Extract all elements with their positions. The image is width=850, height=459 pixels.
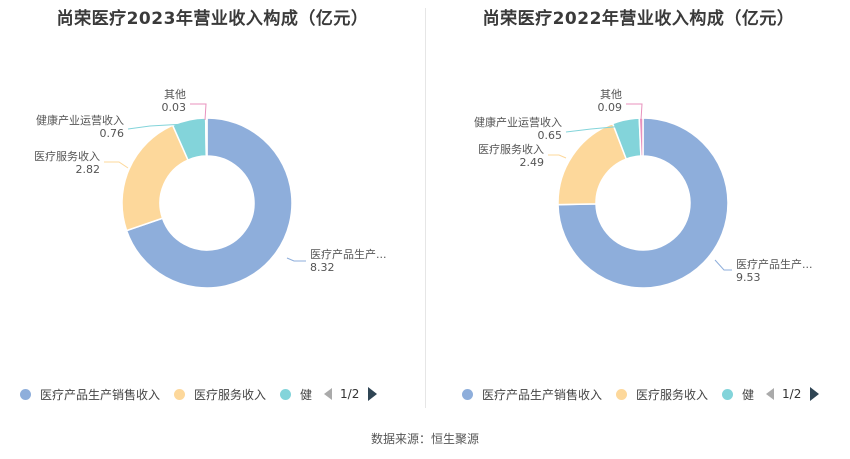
- donut-slice: [121, 124, 189, 232]
- slice-value-label: 9.53: [736, 271, 761, 284]
- legend: 医疗产品生产销售收入 医疗服务收入 健 1/2: [20, 384, 378, 404]
- panel-divider: [425, 8, 426, 408]
- prev-page-icon[interactable]: [324, 388, 333, 400]
- legend: 医疗产品生产销售收入 医疗服务收入 健 1/2: [462, 384, 820, 404]
- donut-slice: [204, 117, 208, 157]
- legend-item[interactable]: 医疗服务收入: [616, 386, 708, 403]
- legend-page-indicator: 1/2: [340, 387, 360, 401]
- slice-value-label: 2.82: [76, 163, 101, 176]
- donut-slice: [557, 122, 628, 206]
- legend-label: 医疗服务收入: [194, 387, 267, 402]
- legend-pager: 1/2: [766, 387, 820, 401]
- slice-value-label: 0.03: [162, 101, 187, 114]
- legend-page-indicator: 1/2: [782, 387, 802, 401]
- legend-dot: [462, 388, 473, 400]
- legend-label: 医疗服务收入: [636, 387, 709, 402]
- prev-page-icon[interactable]: [766, 388, 775, 400]
- chart-title: 尚荣医疗2022年营业收入构成（亿元）: [482, 9, 795, 29]
- chart-panel-2023: 尚荣医疗2023年营业收入构成（亿元） 医疗产品生产... 8.32 医疗服务收入 2…: [0, 0, 425, 410]
- next-page-icon[interactable]: [368, 387, 378, 401]
- legend-item[interactable]: 医疗产品生产销售收入: [462, 386, 602, 403]
- slice-label: 其他: [164, 88, 186, 101]
- legend-item[interactable]: 健: [722, 386, 754, 403]
- legend-dot: [20, 388, 31, 400]
- slice-label: 医疗产品生产...: [310, 247, 387, 261]
- legend-dot: [280, 388, 292, 400]
- label-leader-line: [286, 257, 306, 262]
- slice-label: 健康产业运营收入: [36, 113, 124, 127]
- data-source-note: 数据来源：恒生聚源: [370, 432, 479, 446]
- legend-dot: [722, 388, 734, 400]
- slice-label: 医疗产品生产...: [736, 257, 813, 271]
- chart-title: 尚荣医疗2023年营业收入构成（亿元）: [56, 9, 369, 29]
- slice-label: 健康产业运营收入: [474, 115, 562, 129]
- legend-pager: 1/2: [324, 387, 378, 401]
- legend-dot: [616, 388, 628, 400]
- slice-value-label: 0.65: [538, 129, 563, 142]
- label-leader-line: [626, 103, 643, 121]
- label-leader-line: [548, 154, 567, 159]
- donut-slice: [557, 117, 729, 289]
- donut-slice: [125, 117, 293, 289]
- legend-label: 医疗产品生产销售收入: [40, 387, 161, 402]
- chart-panel-2022: 尚荣医疗2022年营业收入构成（亿元） 医疗产品生产... 9.53 医疗服务收入 2…: [426, 0, 850, 410]
- label-leader-line: [565, 125, 625, 133]
- next-page-icon[interactable]: [810, 387, 820, 401]
- legend-item[interactable]: 医疗服务收入: [174, 386, 266, 403]
- legend-dot: [174, 388, 186, 400]
- legend-item[interactable]: 医疗产品生产销售收入: [20, 386, 160, 403]
- label-leader-line: [104, 161, 129, 169]
- slice-label: 其他: [600, 88, 622, 101]
- slice-value-label: 8.32: [310, 261, 335, 274]
- donut-slice: [638, 117, 644, 157]
- label-leader-line: [714, 259, 732, 271]
- slice-value-label: 2.49: [520, 156, 545, 169]
- legend-label: 医疗产品生产销售收入: [482, 387, 603, 402]
- legend-label: 健: [742, 387, 755, 402]
- label-leader-line: [190, 103, 207, 121]
- slice-label: 医疗服务收入: [478, 142, 544, 156]
- slice-value-label: 0.09: [598, 101, 623, 114]
- legend-label: 健: [300, 387, 313, 402]
- label-leader-line: [127, 123, 186, 130]
- slice-label: 医疗服务收入: [34, 149, 100, 163]
- legend-item[interactable]: 健: [280, 386, 312, 403]
- slice-value-label: 0.76: [100, 127, 125, 140]
